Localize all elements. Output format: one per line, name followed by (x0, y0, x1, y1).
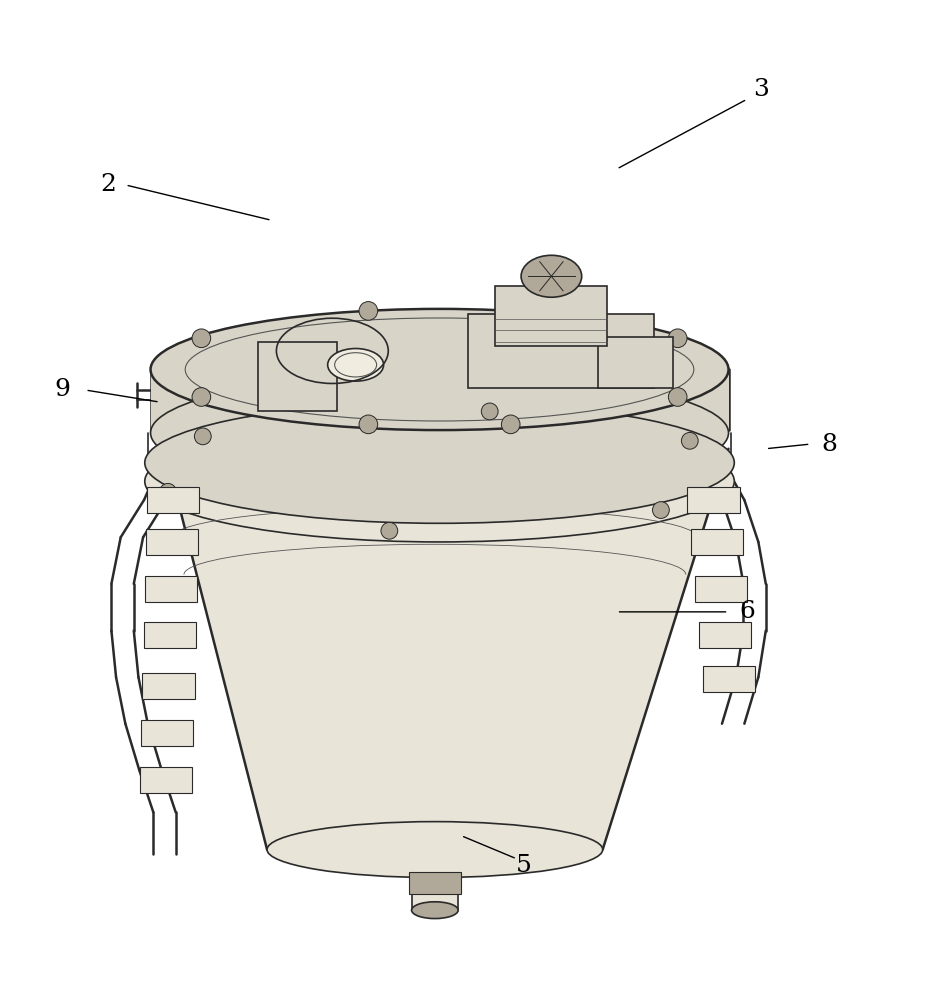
FancyBboxPatch shape (409, 872, 461, 894)
Text: 2: 2 (101, 173, 117, 196)
FancyBboxPatch shape (146, 529, 198, 555)
FancyBboxPatch shape (140, 767, 193, 793)
Text: 5: 5 (515, 854, 531, 877)
Circle shape (669, 388, 687, 406)
FancyBboxPatch shape (695, 576, 747, 602)
Polygon shape (151, 369, 728, 433)
FancyBboxPatch shape (687, 487, 740, 513)
Ellipse shape (151, 309, 728, 430)
FancyBboxPatch shape (699, 622, 751, 648)
Circle shape (381, 522, 397, 539)
FancyBboxPatch shape (691, 529, 743, 555)
FancyBboxPatch shape (468, 314, 654, 388)
Circle shape (682, 432, 698, 449)
Circle shape (501, 302, 520, 320)
Ellipse shape (267, 822, 603, 878)
Circle shape (194, 428, 211, 445)
Ellipse shape (411, 902, 458, 919)
FancyBboxPatch shape (703, 666, 755, 692)
FancyBboxPatch shape (496, 286, 608, 346)
Circle shape (359, 302, 378, 320)
FancyBboxPatch shape (258, 342, 337, 411)
Ellipse shape (145, 421, 734, 542)
Text: 8: 8 (821, 433, 837, 456)
Circle shape (653, 502, 669, 518)
Ellipse shape (521, 255, 582, 297)
Ellipse shape (151, 372, 728, 493)
Text: 9: 9 (54, 378, 70, 401)
Circle shape (669, 329, 687, 348)
Ellipse shape (145, 402, 734, 523)
Polygon shape (165, 449, 728, 850)
Circle shape (160, 483, 177, 500)
FancyBboxPatch shape (141, 720, 194, 746)
Circle shape (192, 329, 210, 348)
Circle shape (359, 415, 378, 434)
FancyBboxPatch shape (147, 487, 199, 513)
Text: 6: 6 (740, 600, 755, 623)
FancyBboxPatch shape (144, 622, 195, 648)
Circle shape (501, 415, 520, 434)
Text: 3: 3 (754, 78, 770, 101)
FancyBboxPatch shape (598, 337, 672, 388)
FancyBboxPatch shape (142, 673, 194, 699)
Ellipse shape (327, 349, 383, 381)
Circle shape (192, 388, 210, 406)
Circle shape (482, 403, 498, 420)
FancyBboxPatch shape (411, 873, 458, 910)
FancyBboxPatch shape (145, 576, 197, 602)
